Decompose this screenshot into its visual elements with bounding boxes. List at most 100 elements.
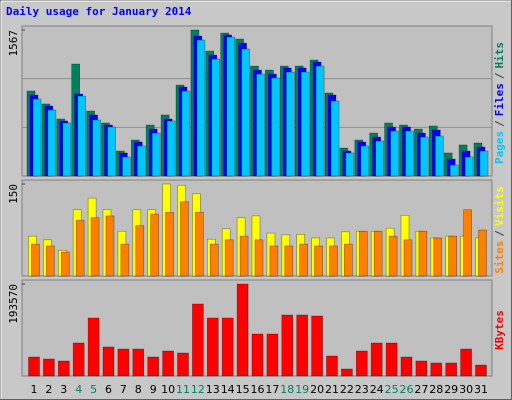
bar — [449, 164, 459, 177]
bar — [105, 215, 115, 277]
bar — [122, 156, 131, 177]
bar — [463, 209, 472, 277]
bar — [239, 235, 249, 277]
bar — [403, 239, 413, 277]
bar — [62, 122, 72, 177]
x-tick-label: 11 — [176, 383, 190, 396]
bar — [47, 109, 57, 177]
bar — [90, 217, 100, 277]
x-tick-label: 10 — [161, 383, 175, 396]
x-tick-label: 19 — [295, 383, 309, 396]
legend-separator: / — [493, 72, 506, 79]
bar — [210, 243, 219, 277]
bar — [281, 314, 294, 377]
bar — [43, 358, 55, 377]
bar — [226, 36, 235, 177]
bar — [132, 348, 145, 377]
bar — [358, 230, 368, 277]
x-tick-label: 6 — [105, 383, 112, 396]
y-tick-label: 193570 — [7, 284, 20, 324]
x-tick-label: 2 — [45, 383, 52, 396]
bar — [296, 314, 309, 377]
x-tick-label: 28 — [429, 383, 443, 396]
bar — [478, 229, 487, 277]
bar — [135, 225, 145, 277]
bar — [117, 348, 130, 377]
bar — [415, 360, 428, 377]
legend-entry: Pages — [493, 131, 506, 164]
x-tick-label: 31 — [474, 383, 488, 396]
bar — [77, 95, 86, 177]
x-tick-label: 9 — [150, 383, 157, 396]
legend: Pages / Files / Hits — [493, 42, 506, 164]
legend-separator: / — [493, 120, 506, 127]
bar — [251, 333, 264, 377]
bar — [181, 90, 191, 177]
bar — [165, 211, 174, 277]
bar — [166, 120, 176, 177]
bar — [285, 71, 295, 177]
bar — [405, 130, 414, 177]
bar — [60, 251, 70, 277]
x-tick-label: 1 — [31, 383, 38, 396]
bar — [254, 239, 264, 277]
bar — [329, 245, 338, 277]
bar — [360, 145, 370, 177]
bar — [373, 230, 383, 277]
x-tick-label: 5 — [90, 383, 97, 396]
bar — [433, 237, 443, 277]
bar — [28, 356, 40, 377]
bar — [180, 201, 189, 277]
bar — [330, 100, 340, 177]
x-tick-label: 8 — [135, 383, 142, 396]
bar — [400, 356, 413, 377]
bar — [177, 352, 189, 377]
x-tick-label: 7 — [120, 383, 127, 396]
x-tick-label: 30 — [459, 383, 473, 396]
bar — [300, 71, 310, 177]
bar — [326, 355, 338, 377]
bar — [236, 283, 249, 377]
bar — [75, 219, 85, 277]
x-tick-label: 13 — [206, 383, 220, 396]
x-tick-label: 29 — [444, 383, 458, 396]
bar — [192, 303, 204, 377]
bar — [151, 132, 161, 177]
bar — [162, 350, 174, 377]
bar — [420, 136, 429, 177]
x-tick-label: 20 — [310, 383, 324, 396]
legend-entry: Hits — [493, 42, 506, 69]
bar — [464, 156, 474, 177]
legend-entry: Sites — [493, 241, 506, 274]
x-tick-label: 27 — [414, 383, 428, 396]
y-tick-label: 1567 — [7, 30, 20, 57]
bar — [196, 39, 206, 177]
bar — [475, 364, 487, 377]
bar — [375, 140, 385, 177]
x-tick-label: 12 — [191, 383, 205, 396]
bar — [355, 350, 368, 377]
legend-entry: KBytes — [493, 310, 506, 350]
chart-title: Daily usage for January 2014 — [6, 5, 192, 18]
bar — [241, 48, 250, 177]
legend-entry: Visits — [493, 186, 506, 226]
bar — [448, 235, 458, 277]
x-tick-label: 3 — [60, 383, 67, 396]
x-tick-label: 17 — [265, 383, 279, 396]
bar — [256, 73, 265, 177]
bar — [345, 152, 355, 177]
x-tick-label: 21 — [325, 383, 339, 396]
bar — [87, 317, 100, 377]
bar — [344, 243, 353, 277]
bar — [479, 150, 489, 177]
bar — [147, 356, 159, 377]
x-tick-label: 15 — [236, 383, 250, 396]
x-tick-label: 4 — [75, 383, 82, 396]
legend-separator: / — [493, 230, 506, 237]
x-tick-label: 25 — [385, 383, 399, 396]
bar — [92, 119, 101, 177]
bar — [434, 135, 444, 177]
bar — [221, 317, 234, 377]
bar — [266, 333, 279, 377]
bar — [460, 348, 472, 377]
